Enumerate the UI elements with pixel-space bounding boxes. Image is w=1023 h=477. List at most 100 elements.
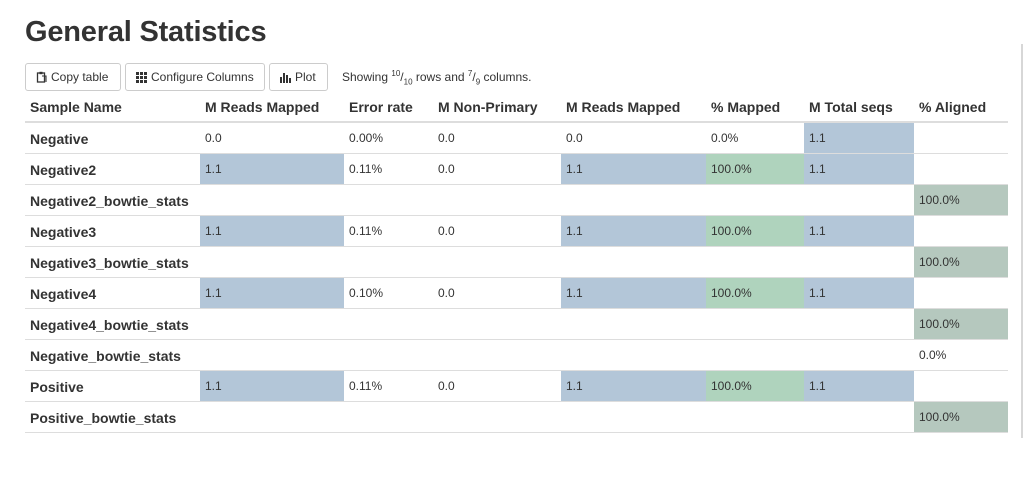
cell-error-rate: [344, 246, 433, 278]
cell-m-non-primary: 0.0: [433, 370, 561, 402]
cell-error-rate: 0.11%: [344, 215, 433, 247]
scrollbar-edge: [1021, 44, 1023, 438]
cell-pct-aligned: [914, 370, 1008, 402]
cell-m-reads-mapped-2: [561, 339, 706, 371]
table-row: Negative3 1.1 0.11% 0.0 1.1 100.0% 1.1: [25, 215, 1008, 247]
cell-pct-aligned: 100.0%: [914, 401, 1008, 433]
cell-m-non-primary: [433, 308, 561, 340]
cell-m-reads-mapped-2: 0.0: [561, 122, 706, 154]
page-title: General Statistics: [25, 16, 267, 48]
cell-pct-aligned: 100.0%: [914, 184, 1008, 216]
cell-pct-aligned: [914, 215, 1008, 247]
row-sample-name: Negative3_bowtie_stats: [25, 246, 200, 278]
grid-icon: [136, 71, 147, 83]
cell-m-reads-mapped-2: [561, 246, 706, 278]
row-sample-name: Negative2: [25, 153, 200, 185]
cell-m-total-seqs: [804, 246, 914, 278]
table-body: Negative 0.0 0.00% 0.0 0.0 0.0% 1.1 Negative2 1.…: [25, 122, 1008, 433]
cell-m-reads-mapped-2: [561, 184, 706, 216]
cell-m-reads-mapped-2: [561, 401, 706, 433]
table-header-row: Sample Name M Reads Mapped Error rate M …: [25, 93, 1008, 123]
cell-m-reads-mapped: [200, 401, 344, 433]
clipboard-icon: [36, 71, 47, 83]
cell-m-non-primary: [433, 184, 561, 216]
cell-m-reads-mapped: 1.1: [200, 277, 344, 309]
row-sample-name: Positive: [25, 370, 200, 402]
cell-error-rate: 0.11%: [344, 370, 433, 402]
column-header-error-rate[interactable]: Error rate: [344, 93, 433, 123]
cell-error-rate: 0.10%: [344, 277, 433, 309]
column-header-sample-name[interactable]: Sample Name: [25, 93, 200, 123]
table-row: Negative2_bowtie_stats 100.0%: [25, 184, 1008, 216]
cell-pct-mapped: 100.0%: [706, 215, 804, 247]
column-header-m-non-primary[interactable]: M Non-Primary: [433, 93, 561, 123]
column-header-pct-aligned[interactable]: % Aligned: [914, 93, 1008, 123]
cell-pct-aligned: [914, 277, 1008, 309]
table-toolbar: Copy table Configure Columns: [25, 62, 532, 92]
cell-pct-mapped: 100.0%: [706, 277, 804, 309]
row-sample-name: Negative: [25, 122, 200, 154]
cell-error-rate: 0.00%: [344, 122, 433, 154]
cell-pct-aligned: [914, 153, 1008, 185]
cell-m-reads-mapped: 1.1: [200, 153, 344, 185]
cell-m-non-primary: 0.0: [433, 153, 561, 185]
cell-pct-mapped: 100.0%: [706, 370, 804, 402]
cell-m-reads-mapped: 1.1: [200, 370, 344, 402]
cell-m-non-primary: [433, 339, 561, 371]
cell-m-reads-mapped: [200, 308, 344, 340]
cell-m-reads-mapped-2: 1.1: [561, 277, 706, 309]
cell-m-reads-mapped: [200, 246, 344, 278]
cell-error-rate: [344, 184, 433, 216]
cell-m-total-seqs: [804, 184, 914, 216]
column-header-m-reads-mapped-2[interactable]: M Reads Mapped: [561, 93, 706, 123]
cell-pct-aligned: [914, 122, 1008, 154]
cell-m-non-primary: 0.0: [433, 215, 561, 247]
row-sample-name: Negative3: [25, 215, 200, 247]
cell-pct-aligned: 100.0%: [914, 246, 1008, 278]
copy-table-label: Copy table: [51, 70, 109, 84]
column-header-m-total-seqs[interactable]: M Total seqs: [804, 93, 914, 123]
cell-pct-mapped: [706, 184, 804, 216]
column-header-pct-mapped[interactable]: % Mapped: [706, 93, 804, 123]
configure-columns-button[interactable]: Configure Columns: [125, 63, 265, 91]
cell-m-reads-mapped-2: [561, 308, 706, 340]
table-row: Positive 1.1 0.11% 0.0 1.1 100.0% 1.1: [25, 370, 1008, 402]
table-row: Positive_bowtie_stats 100.0%: [25, 401, 1008, 433]
cell-m-reads-mapped-2: 1.1: [561, 370, 706, 402]
column-header-m-reads-mapped[interactable]: M Reads Mapped: [200, 93, 344, 123]
cell-m-reads-mapped: [200, 339, 344, 371]
cell-m-total-seqs: 1.1: [804, 215, 914, 247]
cell-pct-mapped: [706, 401, 804, 433]
row-sample-name: Negative4: [25, 277, 200, 309]
cell-m-reads-mapped: [200, 184, 344, 216]
cell-pct-mapped: [706, 308, 804, 340]
copy-table-button[interactable]: Copy table: [25, 63, 121, 91]
table-row: Negative3_bowtie_stats 100.0%: [25, 246, 1008, 278]
cell-m-total-seqs: 1.1: [804, 122, 914, 154]
bar-chart-icon: [280, 72, 291, 83]
cell-pct-aligned: 100.0%: [914, 308, 1008, 340]
cell-pct-aligned: 0.0%: [914, 339, 1008, 371]
cell-pct-mapped: 0.0%: [706, 122, 804, 154]
plot-button[interactable]: Plot: [269, 63, 328, 91]
cell-m-reads-mapped: 1.1: [200, 215, 344, 247]
table-row: Negative2 1.1 0.11% 0.0 1.1 100.0% 1.1: [25, 153, 1008, 185]
cell-m-non-primary: [433, 401, 561, 433]
cell-error-rate: 0.11%: [344, 153, 433, 185]
cell-error-rate: [344, 339, 433, 371]
cell-m-total-seqs: [804, 339, 914, 371]
cell-error-rate: [344, 401, 433, 433]
cell-error-rate: [344, 308, 433, 340]
row-sample-name: Positive_bowtie_stats: [25, 401, 200, 433]
general-stats-table: Sample Name M Reads Mapped Error rate M …: [25, 93, 1008, 433]
table-row: Negative4 1.1 0.10% 0.0 1.1 100.0% 1.1: [25, 277, 1008, 309]
table-row: Negative_bowtie_stats 0.0%: [25, 339, 1008, 371]
row-sample-name: Negative4_bowtie_stats: [25, 308, 200, 340]
plot-label: Plot: [295, 70, 316, 84]
cell-pct-mapped: [706, 339, 804, 371]
row-sample-name: Negative2_bowtie_stats: [25, 184, 200, 216]
showing-summary: Showing 10/10 rows and 7/9 columns.: [342, 69, 532, 87]
cell-pct-mapped: 100.0%: [706, 153, 804, 185]
row-sample-name: Negative_bowtie_stats: [25, 339, 200, 371]
